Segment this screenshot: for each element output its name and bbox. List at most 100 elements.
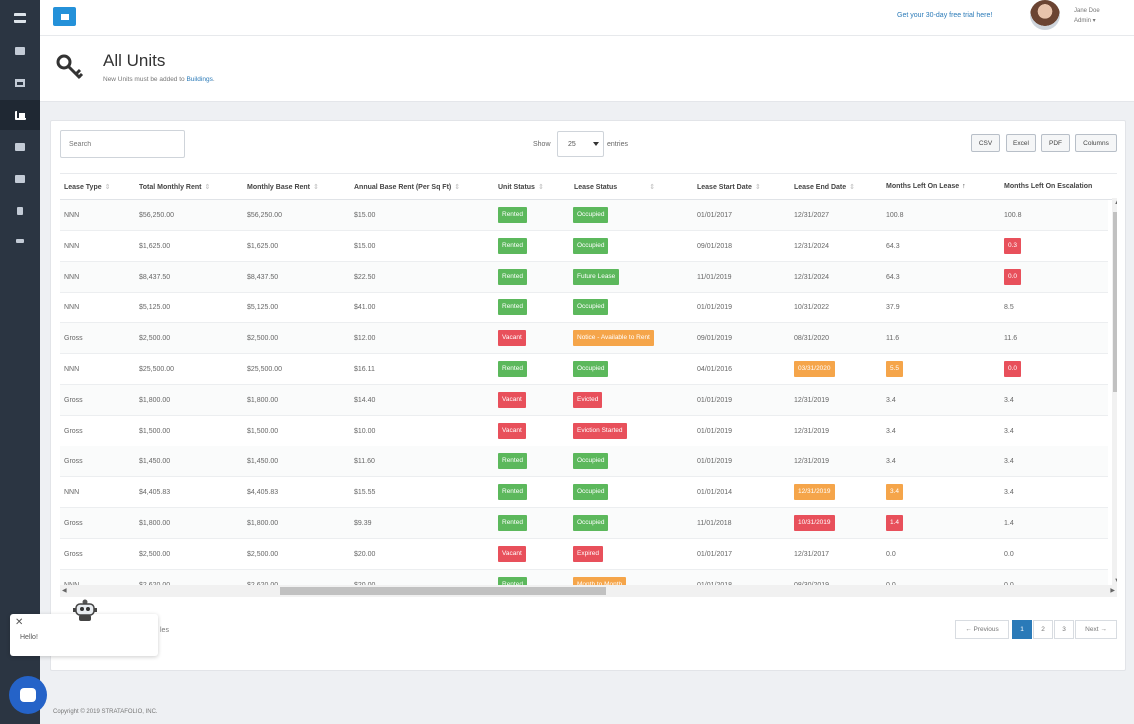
scroll-left-icon[interactable]: ◀ [62,588,67,594]
table-row[interactable]: Gross $1,500.00 $1,500.00 $10.00 Vacant Evict… [60,416,1108,447]
cell-lease-end-date: 12/31/2019 [794,484,835,501]
units-table: Lease Type ⇕ Total Monthly Rent ⇕ Monthly … [60,173,1117,585]
table-row[interactable]: NNN $8,437.50 $8,437.50 $22.50 Rented Future … [60,261,1108,293]
menu-toggle-button[interactable] [53,7,76,26]
excel-button[interactable]: Excel [1006,134,1036,152]
page-2-button[interactable]: 2 [1033,620,1053,639]
col-months-left-lease[interactable]: Months Left On Lease ↑ [886,183,966,190]
page-3-button[interactable]: 3 [1054,620,1074,639]
cell-months-left-escalation: 0.0 [1004,550,1014,558]
org-chart-icon [15,79,25,87]
table-row[interactable]: NNN $4,405.83 $4,405.83 $15.55 Rented Occupie… [60,477,1108,509]
cell-months-left-escalation: 3.4 [1004,427,1014,435]
sidebar-item-units[interactable] [0,100,40,130]
table-row[interactable]: NNN $1,625.00 $1,625.00 $15.00 Rented Occupie… [60,231,1108,262]
cell-months-left-escalation: 8.5 [1004,304,1014,312]
cell-lease-type: Gross [64,335,83,343]
page-size-select[interactable]: 25 [557,131,604,157]
user-role-dropdown[interactable]: Admin ▾ [1074,18,1096,24]
sidebar-item-organization[interactable] [0,68,40,98]
sidebar-item-signout[interactable] [0,226,40,256]
col-lease-status[interactable]: Lease Status ⇕ [574,183,655,191]
free-trial-link[interactable]: Get your 30-day free trial here! [897,12,993,19]
cell-lease-start-date: 01/01/2019 [697,396,733,404]
sort-icon: ⇕ [204,184,211,191]
cell-lease-type: NNN [64,304,80,312]
sidebar-item-dashboard[interactable] [0,36,40,66]
col-monthly-base-rent[interactable]: Monthly Base Rent ⇕ [247,183,319,191]
csv-button[interactable]: CSV [971,134,1000,152]
table-row[interactable]: NNN $25,500.00 $25,500.00 $16.11 Rented Occup… [60,354,1108,385]
hamburger-icon [60,13,69,20]
cell-months-left-lease: 64.3 [886,242,900,250]
col-lease-end-date[interactable]: Lease End Date ⇕ [794,183,855,191]
cell-lease-end-date: 10/31/2022 [794,304,830,312]
scroll-up-icon[interactable]: ▲ [1114,200,1117,206]
scroll-thumb[interactable] [280,587,606,595]
col-lease-start-date[interactable]: Lease Start Date ⇕ [697,183,761,191]
cell-months-left-lease: 37.9 [886,304,900,312]
scroll-thumb[interactable] [1113,212,1117,392]
cell-monthly-base-rent: $8,437.50 [247,273,279,281]
col-unit-status[interactable]: Unit Status ⇕ [498,183,544,191]
pdf-button[interactable]: PDF [1041,134,1070,152]
cell-lease-type: Gross [64,458,83,466]
table-row[interactable]: Gross $1,800.00 $1,800.00 $14.40 Vacant Evict… [60,384,1108,416]
horizontal-scrollbar[interactable]: ◀ ▶ [60,585,1117,597]
chat-greeting: Hello! [20,634,38,641]
cell-lease-status: Expired [573,545,604,562]
buildings-link[interactable]: Buildings [186,76,213,83]
sidebar-logo[interactable] [0,3,40,33]
cell-months-left-lease: 11.6 [886,335,900,343]
table-row[interactable]: Gross $1,450.00 $1,450.00 $11.60 Rented Occup… [60,446,1108,478]
close-icon[interactable]: ✕ [15,617,24,628]
table-row[interactable]: NNN $2,620.00 $2,620.00 $20.00 Rented Month t… [60,569,1108,585]
table-row[interactable]: Gross $2,500.00 $2,500.00 $12.00 Vacant Notic… [60,323,1108,355]
search-input[interactable] [60,130,185,158]
cell-lease-start-date: 04/01/2016 [697,366,733,373]
page-1-button[interactable]: 1 [1012,620,1032,639]
col-annual-base-rent[interactable]: Annual Base Rent (Per Sq Ft) ⇕ [354,183,460,191]
cell-monthly-base-rent: $5,125.00 [247,304,279,312]
cell-monthly-base-rent: $4,405.83 [247,489,279,497]
cell-lease-end-date: 03/31/2020 [794,361,835,377]
cell-total-monthly-rent: $56,250.00 [139,212,175,219]
cell-lease-end-date: 12/31/2017 [794,550,830,558]
cell-total-monthly-rent: $8,437.50 [139,273,171,281]
scroll-right-icon[interactable]: ▶ [1110,588,1115,594]
table-row[interactable]: Gross $1,800.00 $1,800.00 $9.39 Rented Occupi… [60,508,1108,539]
cell-lease-type: Gross [64,550,83,558]
cell-lease-type: Gross [64,396,83,404]
table-row[interactable]: NNN $56,250.00 $56,250.00 $15.00 Rented Occup… [60,200,1108,231]
cell-lease-status: Occupied [573,361,609,377]
previous-page-button[interactable]: ← Previous [955,620,1009,639]
cell-lease-end-date: 12/31/2019 [794,458,830,466]
cell-total-monthly-rent: $1,500.00 [139,427,171,435]
cell-annual-base-rent: $15.00 [354,242,376,250]
cell-months-left-escalation: 0.0 [1004,361,1022,377]
next-page-button[interactable]: Next → [1075,620,1117,639]
columns-button[interactable]: Columns [1075,134,1117,152]
scroll-down-icon[interactable]: ▼ [1114,578,1117,584]
page-subtitle: New Units must be added to Buildings. [103,76,215,83]
sidebar-item-mobile[interactable] [0,196,40,226]
sidebar-item-documents[interactable] [0,164,40,194]
col-lease-type[interactable]: Lease Type ⇕ [64,183,111,191]
cell-total-monthly-rent: $25,500.00 [139,366,175,373]
user-name[interactable]: Jane Doe [1074,8,1100,14]
table-row[interactable]: NNN $5,125.00 $5,125.00 $41.00 Rented Occupie… [60,292,1108,324]
footer-copyright: Copyright © 2019 STRATAFOLIO, INC. [53,709,158,715]
cell-total-monthly-rent: $1,450.00 [139,458,171,466]
table-row[interactable]: Gross $2,500.00 $2,500.00 $20.00 Vacant Expir… [60,539,1108,570]
avatar[interactable] [1030,0,1060,30]
cell-lease-status: Occupied [573,299,609,316]
cell-months-left-escalation: 3.4 [1004,396,1014,404]
col-months-left-escalation[interactable]: Months Left On Escalation [1004,183,1092,190]
chat-launcher-button[interactable] [9,676,47,714]
cell-lease-type: NNN [64,582,79,585]
cell-monthly-base-rent: $1,800.00 [247,520,279,527]
vertical-scrollbar[interactable]: ▲ ▼ [1112,198,1117,585]
sidebar-item-finance[interactable] [0,132,40,162]
col-total-monthly-rent[interactable]: Total Monthly Rent ⇕ [139,183,210,191]
show-label: Show [533,141,551,148]
